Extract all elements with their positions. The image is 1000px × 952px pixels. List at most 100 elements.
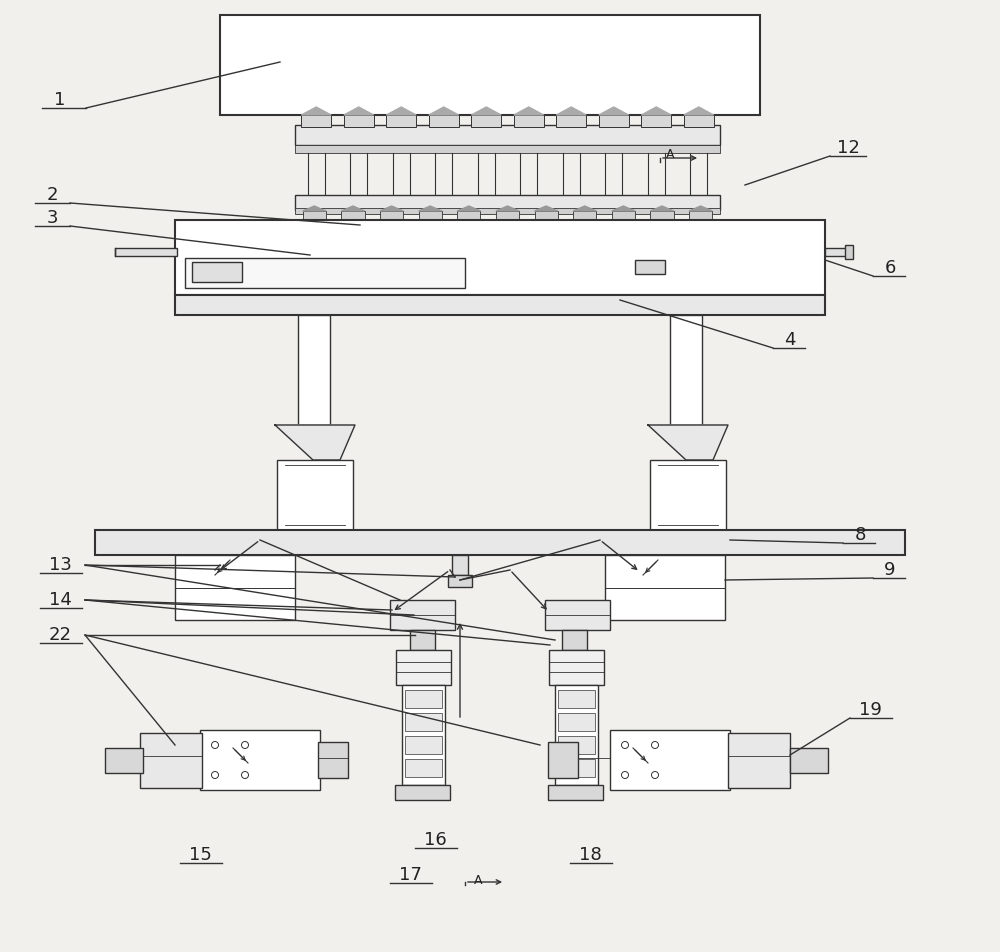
Polygon shape — [556, 107, 586, 115]
Bar — [605, 555, 725, 620]
Bar — [558, 690, 595, 708]
Polygon shape — [429, 107, 459, 115]
Polygon shape — [344, 107, 374, 115]
Bar — [405, 736, 442, 754]
Polygon shape — [648, 425, 728, 460]
Polygon shape — [301, 107, 331, 115]
Bar — [558, 759, 595, 777]
Bar — [175, 555, 295, 620]
Bar — [380, 211, 403, 221]
Bar — [549, 650, 604, 685]
Bar — [295, 125, 720, 145]
Bar — [344, 115, 374, 127]
Text: 6: 6 — [884, 259, 896, 277]
Bar — [405, 713, 442, 731]
Bar — [670, 315, 702, 425]
Polygon shape — [689, 206, 712, 211]
Text: 3: 3 — [46, 209, 58, 227]
Bar — [599, 115, 629, 127]
Bar — [452, 555, 468, 575]
Bar — [386, 115, 416, 127]
Polygon shape — [380, 206, 403, 211]
Text: 1: 1 — [54, 91, 66, 109]
Text: 19: 19 — [859, 701, 881, 719]
Bar — [471, 115, 501, 127]
Bar — [555, 685, 598, 785]
Bar — [650, 460, 726, 530]
Bar — [405, 690, 442, 708]
Bar — [295, 208, 720, 214]
Bar — [105, 748, 143, 773]
Bar — [556, 115, 586, 127]
Bar — [185, 258, 465, 288]
Text: 9: 9 — [884, 561, 896, 579]
Text: 15: 15 — [189, 846, 211, 864]
Bar — [419, 211, 442, 221]
Text: 8: 8 — [854, 526, 866, 544]
Text: 4: 4 — [784, 331, 796, 349]
Bar — [684, 115, 714, 127]
Bar — [301, 115, 331, 127]
Bar — [790, 748, 828, 773]
Bar — [845, 245, 853, 259]
Polygon shape — [341, 206, 365, 211]
Text: A: A — [474, 874, 482, 886]
Polygon shape — [612, 206, 635, 211]
Bar — [641, 115, 671, 127]
Bar — [650, 211, 674, 221]
Polygon shape — [535, 206, 558, 211]
Bar — [295, 195, 720, 210]
Bar — [175, 295, 825, 315]
Bar — [341, 211, 365, 221]
Bar — [200, 730, 320, 790]
Polygon shape — [496, 206, 519, 211]
Bar — [395, 785, 450, 800]
Bar — [429, 115, 459, 127]
Bar — [298, 315, 330, 425]
Bar — [689, 211, 712, 221]
Polygon shape — [471, 107, 501, 115]
Bar — [457, 211, 480, 221]
Polygon shape — [514, 107, 544, 115]
Polygon shape — [303, 206, 326, 211]
Text: 14: 14 — [49, 591, 71, 609]
Polygon shape — [457, 206, 480, 211]
Bar — [612, 211, 635, 221]
Text: 2: 2 — [46, 186, 58, 204]
Bar — [295, 145, 720, 153]
Bar — [728, 733, 790, 788]
Polygon shape — [599, 107, 629, 115]
Polygon shape — [573, 206, 596, 211]
Bar — [192, 262, 242, 282]
Bar — [220, 15, 760, 115]
Bar — [396, 650, 451, 685]
Bar — [562, 630, 587, 650]
Bar — [140, 733, 202, 788]
Polygon shape — [386, 107, 416, 115]
Bar — [175, 220, 825, 295]
Polygon shape — [641, 107, 671, 115]
Text: 17: 17 — [399, 866, 421, 884]
Bar — [535, 211, 558, 221]
Bar — [635, 260, 665, 274]
Polygon shape — [684, 107, 714, 115]
Bar — [405, 759, 442, 777]
Bar — [514, 115, 544, 127]
Bar — [390, 600, 455, 630]
Bar — [825, 248, 850, 256]
Bar — [573, 211, 596, 221]
Bar — [402, 685, 445, 785]
Bar — [545, 600, 610, 630]
Bar — [410, 630, 435, 650]
Polygon shape — [650, 206, 674, 211]
Polygon shape — [419, 206, 442, 211]
Bar — [558, 736, 595, 754]
Text: A: A — [666, 149, 674, 162]
Bar — [115, 248, 177, 256]
Bar — [448, 575, 472, 587]
Bar — [496, 211, 519, 221]
Bar — [548, 742, 578, 778]
Text: 22: 22 — [48, 626, 72, 644]
Bar — [558, 713, 595, 731]
Bar — [610, 730, 730, 790]
